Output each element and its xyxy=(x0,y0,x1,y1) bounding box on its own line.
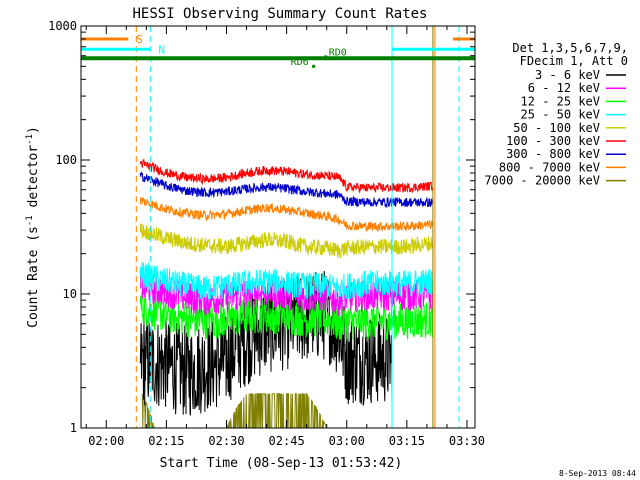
rd-label-rd0: RD0 xyxy=(329,48,347,59)
legend-label-4: 25 - 50 keV xyxy=(521,108,600,122)
legend-label-1: 3 - 6 keV xyxy=(535,68,600,82)
series-line-50-100-kev xyxy=(139,223,434,259)
plot-frame xyxy=(80,25,476,429)
rd-marker-rd0 xyxy=(324,55,328,59)
axis-layer: 02:00 02:15 02:30 02:45 03:00 03:15 03:30 1 10 10… xyxy=(48,19,485,448)
rd-marker-rd6 xyxy=(312,64,316,68)
legend-label-3: 12 - 25 keV xyxy=(521,94,600,108)
x-tick-label-0315: 03:15 xyxy=(389,434,425,448)
series-layer xyxy=(139,158,434,428)
x-axis-label: Start Time (08-Sep-13 01:53:42) xyxy=(160,456,403,471)
series-line-100-300-kev xyxy=(139,158,434,194)
state-label-n: N xyxy=(158,43,165,56)
series-line-25-50-kev xyxy=(139,262,434,301)
overlay-layer: S N RD0 RD6 xyxy=(81,26,475,428)
rd-label-rd6: RD6 xyxy=(291,57,309,68)
x-tick-label-0245: 02:45 xyxy=(269,434,305,448)
state-label-s: S xyxy=(136,33,143,46)
legend-label-8: 800 - 7000 keV xyxy=(499,160,600,174)
legend-label-6: 100 - 300 keV xyxy=(506,134,600,148)
x-tick-label-0215: 02:15 xyxy=(148,434,184,448)
series-line-800-7000-kev xyxy=(139,196,434,233)
y-tick-label-10: 10 xyxy=(63,287,77,301)
legend-label-2: 6 - 12 keV xyxy=(528,81,600,95)
legend-header-line-2: FDecim 1, Att 0 xyxy=(520,54,628,68)
y-tick-label-100: 100 xyxy=(55,153,77,167)
chart-title: HESSI Observing Summary Count Rates xyxy=(132,6,427,22)
legend-label-9: 7000 - 20000 keV xyxy=(484,174,600,188)
x-tick-label-0230: 02:30 xyxy=(208,434,244,448)
x-tick-label-0330: 03:30 xyxy=(449,434,485,448)
x-tick-label-0300: 03:00 xyxy=(329,434,365,448)
series-line-3-6-kev xyxy=(139,270,393,416)
legend-header-line-1: Det 1,3,5,6,7,9, xyxy=(512,41,628,55)
legend: Det 1,3,5,6,7,9, FDecim 1, Att 0 3 - 6 k… xyxy=(484,41,628,188)
plot-timestamp: 8-Sep-2013 08:44 xyxy=(559,469,636,478)
y-axis-label: Count Rate (s-1 detector-1) xyxy=(25,126,41,328)
y-tick-label-1000: 1000 xyxy=(48,19,77,33)
series-line-300-800-kev xyxy=(139,171,434,209)
legend-label-5: 50 - 100 keV xyxy=(513,121,600,135)
y-tick-label-1: 1 xyxy=(70,421,77,435)
legend-label-7: 300 - 800 keV xyxy=(506,147,600,161)
x-tick-label-0200: 02:00 xyxy=(88,434,124,448)
